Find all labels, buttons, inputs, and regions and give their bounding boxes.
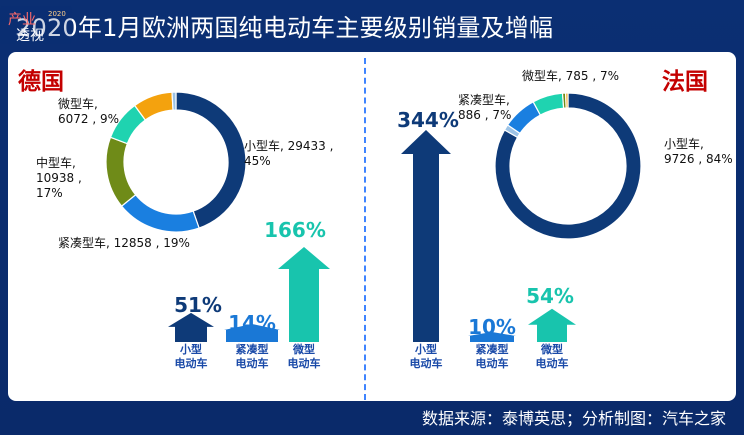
growth-label: 51% bbox=[174, 293, 222, 317]
donut-data-label: 紧凑型车, 886 , 7% bbox=[458, 92, 511, 122]
footer: 数据来源：泰博英思；分析制图：汽车之家 bbox=[0, 401, 744, 435]
brand-logo-top: 产业 bbox=[8, 12, 36, 28]
growth-label: 54% bbox=[526, 284, 574, 308]
growth-label: 344% bbox=[397, 108, 459, 132]
growth-arrow-0 bbox=[401, 130, 451, 342]
donut-slice-5 bbox=[171, 91, 177, 111]
growth-label: 166% bbox=[264, 218, 326, 242]
growth-category-label: 微型电动车 bbox=[536, 342, 569, 370]
germany-panel: 德国 小型车, 29433 , 45% 紧凑型车, 12858 , 19% 中型车, 1… bbox=[8, 52, 372, 401]
panel-divider bbox=[364, 58, 366, 400]
france-growth-chart: 344% 小型电动车 10% 紧凑型电动车 54% 微型电动车 bbox=[397, 108, 576, 370]
growth-arrow-1 bbox=[468, 332, 516, 342]
donut-data-label: 微型车, 6072 , 9% bbox=[58, 96, 119, 126]
growth-category-label: 微型电动车 bbox=[288, 342, 321, 370]
growth-arrow-1 bbox=[224, 324, 280, 342]
growth-arrow-2 bbox=[278, 247, 330, 342]
donut-data-label: 中型车, 10938 , 17% bbox=[36, 155, 82, 200]
france-donut-chart: 小型车, 9726 , 84% 紧凑型车, 886 , 7% 微型车, 785 , 7% bbox=[458, 68, 733, 240]
growth-category-label: 紧凑型电动车 bbox=[476, 342, 509, 370]
data-source: 数据来源：泰博英思；分析制图：汽车之家 bbox=[421, 409, 726, 428]
brand-logo: 产业 透视 2020 bbox=[0, 6, 72, 44]
country-title-france: 法国 bbox=[662, 69, 708, 95]
growth-category-label: 小型电动车 bbox=[175, 342, 208, 370]
growth-arrow-0 bbox=[168, 312, 214, 342]
donut-data-label: 小型车, 29433 , 45% bbox=[244, 138, 333, 168]
donut-slice-5 bbox=[565, 92, 569, 109]
germany-donut-chart: 小型车, 29433 , 45% 紧凑型车, 12858 , 19% 中型车, 1093… bbox=[36, 91, 333, 250]
growth-category-label: 小型电动车 bbox=[410, 342, 443, 370]
country-title-germany: 德国 bbox=[18, 69, 64, 95]
brand-logo-bottom: 透视 bbox=[16, 28, 44, 44]
donut-data-label: 微型车, 785 , 7% bbox=[522, 68, 619, 83]
brand-logo-badge: 2020 bbox=[48, 10, 66, 18]
donut-data-label: 小型车, 9726 , 84% bbox=[664, 136, 733, 166]
growth-label: 14% bbox=[228, 311, 276, 335]
germany-growth-chart: 51% 小型电动车 14% 紧凑型电动车 166% 微型电动车 bbox=[168, 218, 330, 370]
donut-slice-0 bbox=[494, 92, 642, 240]
growth-label: 10% bbox=[468, 315, 516, 339]
growth-arrow-2 bbox=[528, 308, 576, 342]
slide-title: 2020年1月欧洲两国纯电动车主要级别销量及增幅 bbox=[16, 14, 554, 42]
title-bar: 2020年1月欧洲两国纯电动车主要级别销量及增幅 产业 透视 2020 bbox=[0, 0, 744, 48]
donut-data-label: 紧凑型车, 12858 , 19% bbox=[58, 235, 190, 250]
growth-category-label: 紧凑型电动车 bbox=[236, 342, 269, 370]
france-panel: 法国 小型车, 9726 , 84% 紧凑型车, 886 , 7% 微型车, 785 ,… bbox=[372, 52, 736, 401]
